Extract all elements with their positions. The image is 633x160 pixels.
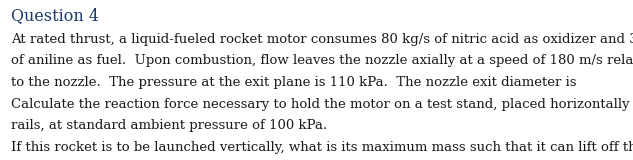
Text: Question 4: Question 4 xyxy=(11,7,99,24)
Text: Calculate the reaction force necessary to hold the motor on a test stand, placed: Calculate the reaction force necessary t… xyxy=(11,98,633,111)
Text: to the nozzle.  The pressure at the exit plane is 110 kPa.  The nozzle exit diam: to the nozzle. The pressure at the exit … xyxy=(11,76,581,89)
Text: of aniline as fuel.  Upon combustion, flow leaves the nozzle axially at a speed : of aniline as fuel. Upon combustion, flo… xyxy=(11,54,633,67)
Text: If this rocket is to be launched vertically, what is its maximum mass such that : If this rocket is to be launched vertica… xyxy=(11,141,633,154)
Text: At rated thrust, a liquid-fueled rocket motor consumes 80 kg/s of nitric acid as: At rated thrust, a liquid-fueled rocket … xyxy=(11,33,633,46)
Text: rails, at standard ambient pressure of 100 kPa.: rails, at standard ambient pressure of 1… xyxy=(11,119,328,132)
